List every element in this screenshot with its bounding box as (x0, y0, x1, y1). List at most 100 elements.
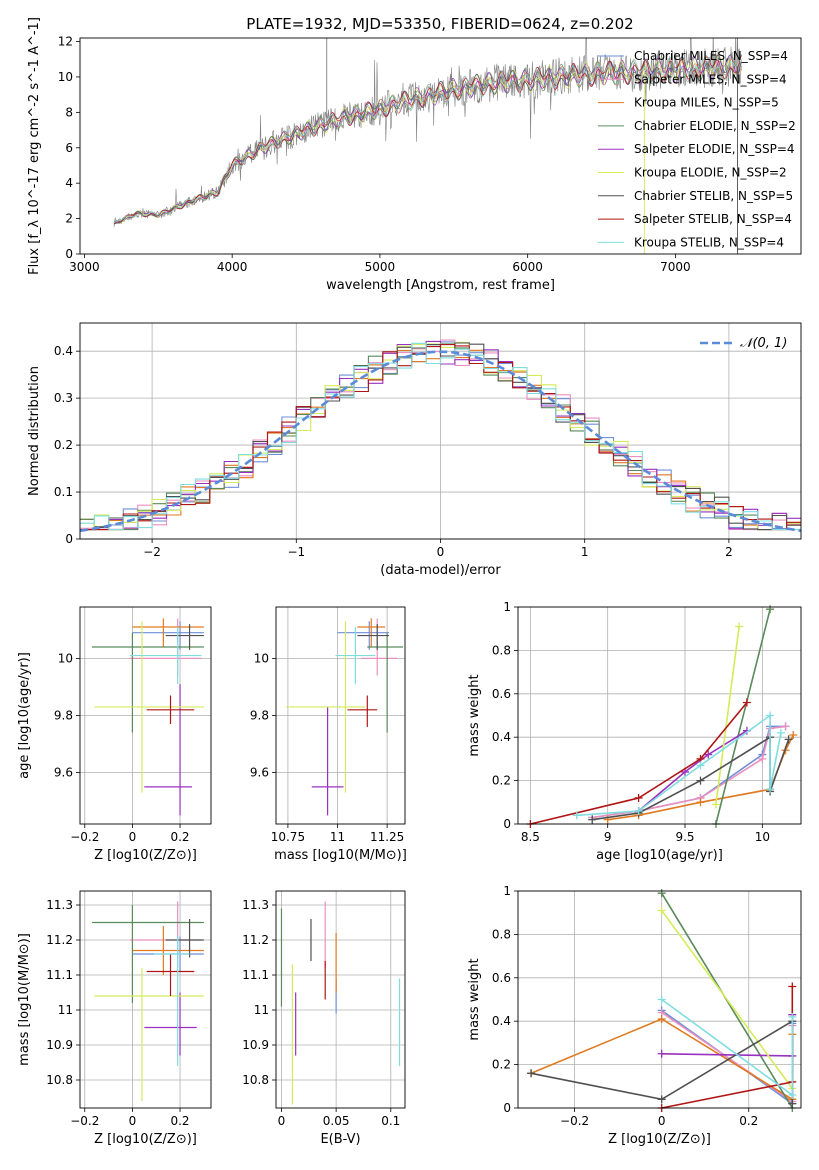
y-axis-label: Normed distribution (27, 366, 42, 496)
legend-label: 𝒩(0, 1) (740, 336, 787, 351)
weight-marker (784, 735, 793, 744)
y-tick-label: 0.4 (54, 344, 73, 358)
x-tick-label: 5000 (365, 260, 396, 274)
legend-label: Chabrier ELODIE, N_SSP=2 (634, 119, 796, 133)
weights-weight_vs_age (526, 605, 798, 828)
x-tick-label: −2 (143, 545, 161, 559)
legend-label: Chabrier STELIB, N_SSP=5 (634, 189, 793, 203)
y-tick-label: 0.8 (492, 927, 511, 941)
axes-frame (275, 606, 406, 825)
weight-line (607, 734, 795, 821)
y-tick-label: 0 (65, 532, 73, 546)
y-tick-label: 10 (58, 70, 73, 84)
x-axis-label: Z [log10(Z/Z⊙)] (94, 848, 197, 863)
x-tick-label: 0.2 (739, 1114, 758, 1128)
x-tick-label: 2 (725, 545, 733, 559)
y-tick-label: 10 (58, 651, 73, 665)
weight-marker (781, 722, 790, 731)
y-tick-label: 1 (503, 884, 511, 898)
weight-marker (766, 785, 775, 794)
y-tick-label: 0.1 (54, 485, 73, 499)
y-tick-label: 10.9 (242, 1038, 269, 1052)
y-tick-label: 11.2 (242, 933, 269, 947)
y-tick-label: 8 (65, 105, 73, 119)
y-tick-label: 4 (65, 176, 73, 190)
residual-step-line (80, 344, 801, 531)
weight-marker (634, 793, 643, 802)
x-tick-label: 9 (604, 830, 612, 844)
weight-marker (696, 761, 705, 770)
x-tick-label: 6000 (512, 260, 543, 274)
weight-marker (742, 698, 751, 707)
legend-label: Chabrier MILES, N_SSP=4 (634, 49, 788, 63)
y-tick-label: 11.3 (46, 898, 73, 912)
weight-line (661, 998, 794, 1097)
x-tick-label: 0.1 (381, 1114, 400, 1128)
errorbars-age_vs_Z (91, 618, 204, 816)
x-tick-label: 0 (658, 1114, 666, 1128)
y-tick-label: 9.8 (54, 709, 73, 723)
y-tick-label: 0.8 (492, 643, 511, 657)
y-tick-label: 11.1 (242, 968, 269, 982)
weight-line (661, 910, 793, 1089)
weight-marker (789, 731, 798, 740)
weight-marker (634, 806, 643, 815)
x-tick-label: 0.2 (170, 830, 189, 844)
y-tick-label: 0.2 (492, 1058, 511, 1072)
axes-frame (79, 322, 802, 540)
weight-marker (657, 906, 666, 915)
spectrum-model-line (113, 54, 742, 225)
x-tick-label: 11 (330, 830, 345, 844)
x-axis-label: mass [log10(M/M⊙)] (274, 848, 407, 863)
x-axis-label: E(B-V) (320, 1132, 360, 1147)
x-axis-label: wavelength [Angstrom, rest frame] (326, 278, 555, 293)
axes-mass_vs_ebv: 0 0.05 0.1 10.8 10.9 11 11.1 11.2 11.3 (242, 891, 405, 1128)
y-tick-label: 11.1 (46, 968, 73, 982)
weight-line (715, 626, 740, 805)
x-tick-label: 0.2 (170, 1114, 189, 1128)
y-tick-label: 0.4 (492, 730, 511, 744)
weight-marker (766, 605, 775, 614)
weight-marker (711, 800, 720, 809)
axes-frame (517, 606, 802, 825)
y-tick-label: 10.8 (46, 1073, 73, 1087)
weight-marker (657, 889, 666, 898)
errorbars-mass_vs_Z (91, 901, 204, 1101)
weight-marker (766, 711, 775, 720)
x-tick-label: 0 (129, 830, 137, 844)
legend-label: Kroupa MILES, N_SSP=5 (634, 96, 779, 110)
residual-step-line (80, 342, 801, 531)
weight-marker (788, 1012, 797, 1021)
x-axis-label: Z [log10(Z/Z⊙)] (608, 1132, 711, 1147)
axes-weight_vs_Z: −0.2 0 0.2 0 0.2 0.4 0.6 0.8 1 (492, 884, 801, 1128)
weight-marker (758, 754, 767, 763)
weight-marker (735, 622, 744, 631)
weight-line (715, 609, 771, 825)
y-tick-label: 0.3 (54, 391, 73, 405)
y-axis-label: Flux [f_λ 10^-17 erg cm^-2 s^-1 A^-1] (27, 17, 42, 275)
residual-step-line (80, 342, 801, 531)
y-tick-label: 11.2 (46, 933, 73, 947)
y-tick-label: 10.8 (242, 1073, 269, 1087)
x-tick-label: −0.2 (70, 830, 99, 844)
weight-marker (657, 995, 666, 1004)
x-tick-label: 8.5 (521, 830, 540, 844)
x-tick-label: 0 (129, 1114, 137, 1128)
x-tick-label: 0.05 (323, 1114, 350, 1128)
y-tick-label: 0 (503, 817, 511, 831)
weight-marker (788, 982, 797, 991)
weight-line (638, 730, 748, 812)
x-tick-label: 1 (581, 545, 589, 559)
figure-title: PLATE=1932, MJD=53350, FIBERID=0624, z=0… (246, 15, 633, 33)
spectrum-lines (113, 38, 742, 254)
weight-marker (788, 1099, 797, 1108)
x-axis-label: Z [log10(Z/Z⊙)] (94, 1132, 197, 1147)
y-tick-label: 1 (503, 600, 511, 614)
y-tick-label: 0 (65, 247, 73, 261)
axes-frame (79, 37, 802, 255)
weight-line (576, 713, 782, 817)
x-tick-label: 7000 (660, 260, 691, 274)
spectrum-model-line (113, 54, 742, 224)
spectrum-model-line (113, 53, 742, 223)
